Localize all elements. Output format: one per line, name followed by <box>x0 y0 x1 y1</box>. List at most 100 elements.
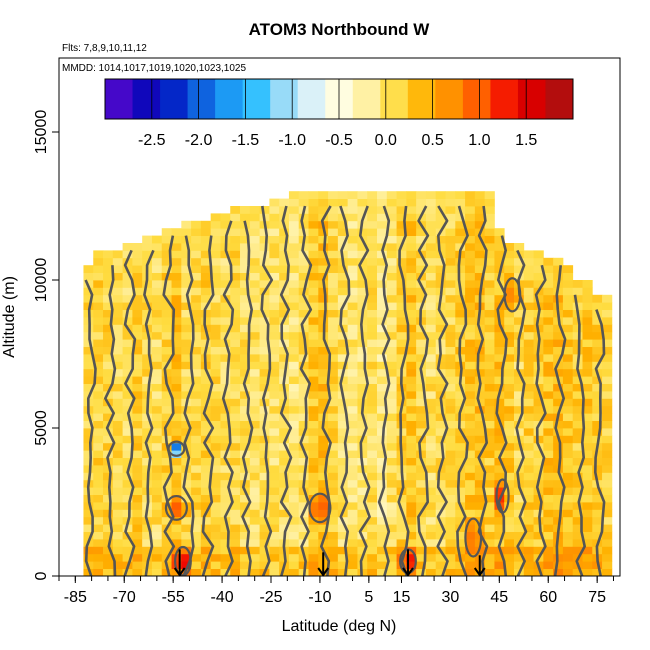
heatmap-cell <box>484 228 495 236</box>
heatmap-cell <box>465 272 476 281</box>
heatmap-cell <box>230 516 241 525</box>
heatmap-cell <box>308 420 319 429</box>
heatmap-cell <box>465 442 476 451</box>
heatmap-cell <box>181 546 192 555</box>
heatmap-cell <box>191 442 202 451</box>
heatmap-cell <box>484 191 495 199</box>
heatmap-cell <box>484 524 495 532</box>
heatmap-cell <box>592 428 603 436</box>
heatmap-cell <box>337 294 349 303</box>
heatmap-cell <box>288 228 300 236</box>
heatmap-cell <box>543 472 554 481</box>
heatmap-cell <box>367 516 378 525</box>
heatmap-cell <box>161 257 172 266</box>
heatmap-cell <box>171 479 182 488</box>
heatmap-cell <box>445 479 456 488</box>
heatmap-cell <box>122 442 133 451</box>
heatmap-cell <box>445 561 456 569</box>
heatmap-cell <box>103 442 114 451</box>
heatmap-cell <box>562 346 574 355</box>
heatmap-cell <box>259 346 270 355</box>
heatmap-cell <box>592 420 603 429</box>
heatmap-cell <box>191 450 202 458</box>
heatmap-cell <box>484 494 495 503</box>
heatmap-cell <box>406 309 417 318</box>
heatmap-cell <box>298 346 309 355</box>
heatmap-cell <box>367 220 378 229</box>
heatmap-cell <box>455 546 466 555</box>
heatmap-cell <box>572 450 583 458</box>
heatmap-cell <box>504 294 515 303</box>
heatmap-cell <box>543 502 554 510</box>
heatmap-cell <box>230 428 241 436</box>
heatmap-cell <box>191 331 202 340</box>
heatmap-cell <box>112 568 123 577</box>
heatmap-cell <box>445 346 456 355</box>
heatmap-cell <box>533 494 544 503</box>
heatmap-cell <box>602 376 613 384</box>
heatmap-cell <box>93 539 104 547</box>
heatmap-cell <box>249 346 260 355</box>
heatmap-cell <box>553 272 564 281</box>
heatmap-cell <box>435 383 446 392</box>
heatmap-cell <box>171 265 182 273</box>
heatmap-cell <box>455 435 466 444</box>
heatmap-cell <box>308 368 319 377</box>
heatmap-cell <box>523 354 534 362</box>
heatmap-cell <box>298 213 309 222</box>
heatmap-cell <box>484 324 495 333</box>
contour-line <box>201 235 215 577</box>
heatmap-cell <box>474 265 486 273</box>
heatmap-cell <box>181 479 192 488</box>
heatmap-cell <box>367 309 378 318</box>
heatmap-cell <box>103 509 114 518</box>
heatmap-cell <box>288 250 300 259</box>
heatmap-cell <box>416 413 427 421</box>
heatmap-cell <box>514 450 525 458</box>
heatmap-cell <box>406 524 417 532</box>
heatmap-cell <box>112 383 123 392</box>
heatmap-cell <box>249 309 260 318</box>
heatmap-cell <box>210 479 221 488</box>
heatmap-cell <box>455 198 466 207</box>
heatmap-cell <box>425 309 437 318</box>
heatmap-cell <box>416 568 427 577</box>
heatmap-cell <box>171 361 182 370</box>
heatmap-cell <box>151 368 163 377</box>
heatmap-cell <box>318 235 329 244</box>
heatmap-cell <box>210 435 221 444</box>
heatmap-cell <box>347 509 358 518</box>
heatmap-cell <box>396 287 407 296</box>
y-tick-label: 10000 <box>33 258 50 303</box>
heatmap-cell <box>161 235 172 244</box>
colorbar-tick-label: -0.5 <box>325 132 353 149</box>
heatmap-cell <box>572 376 583 384</box>
heatmap-cell <box>132 265 143 273</box>
heatmap-cell <box>533 280 544 288</box>
heatmap-cell <box>543 257 554 266</box>
heatmap-cell <box>230 479 241 488</box>
heatmap-cell <box>161 324 172 333</box>
heatmap-cell <box>484 346 495 355</box>
heatmap-cell <box>602 361 613 370</box>
heatmap-cell <box>425 206 437 214</box>
heatmap-cell <box>367 331 378 340</box>
heatmap-cell <box>249 435 260 444</box>
heatmap-cell <box>103 465 114 473</box>
heatmap-cell <box>240 420 251 429</box>
heatmap-cell <box>269 354 280 362</box>
heatmap-cell <box>112 561 123 569</box>
heatmap-cell <box>435 494 446 503</box>
heatmap-cell <box>269 391 280 399</box>
heatmap-cell <box>151 354 163 362</box>
heatmap-cell <box>171 420 182 429</box>
heatmap-cell <box>259 442 270 451</box>
heatmap-cell <box>582 398 593 407</box>
heatmap-cell <box>151 317 163 325</box>
heatmap-cell <box>83 450 94 458</box>
heatmap-cell <box>181 391 192 399</box>
heatmap-cell <box>474 420 486 429</box>
heatmap-cell <box>249 235 260 244</box>
heatmap-cell <box>494 465 505 473</box>
heatmap-cell <box>416 442 427 451</box>
